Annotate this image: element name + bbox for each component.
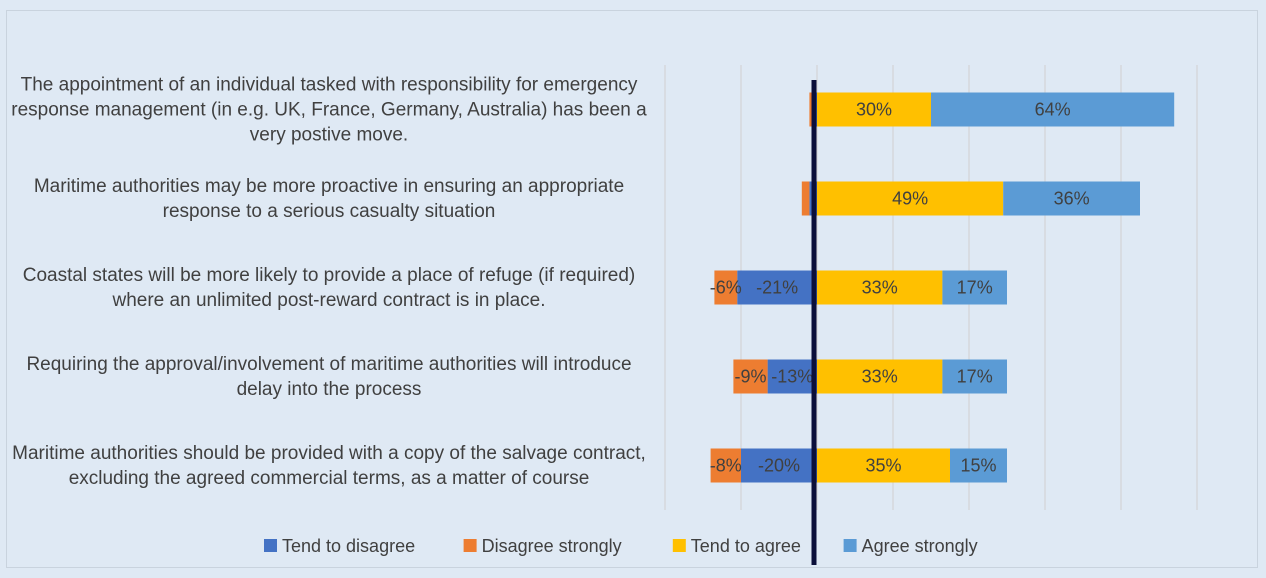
data-label: 30%: [856, 99, 892, 119]
bar-segment: [817, 270, 943, 305]
bar-segment: [950, 448, 1007, 483]
category-label: Requiring the approval/involvement of ma…: [26, 353, 632, 400]
data-label: -21%: [756, 277, 798, 297]
legend-swatch: [264, 539, 277, 552]
bar-segment: [733, 359, 768, 394]
data-label: 15%: [960, 455, 996, 475]
bar-segment: [1003, 181, 1140, 216]
bar-segment: [817, 448, 950, 483]
legend-swatch: [463, 539, 477, 552]
data-label: 36%: [1054, 188, 1090, 208]
chart-frame: [6, 10, 1258, 568]
legend-label: Disagree strongly: [482, 536, 622, 556]
data-label: -8%: [710, 455, 742, 475]
bar-segment: [942, 359, 1007, 394]
category-label: Maritime authorities may be more proacti…: [33, 175, 625, 222]
legend-swatch: [843, 539, 857, 552]
data-label: -6%: [710, 277, 742, 297]
data-label: 35%: [865, 455, 901, 475]
data-label: -13%: [771, 366, 813, 386]
bar-segment: [714, 270, 738, 305]
legend-swatch: [672, 539, 686, 552]
bar-segment: [737, 270, 817, 305]
data-label: 17%: [957, 277, 993, 297]
bar-segment: [817, 181, 1004, 216]
bar-segment: [767, 359, 817, 394]
data-label: -20%: [758, 455, 800, 475]
category-label: Maritime authorities should be provided …: [12, 442, 646, 489]
legend-label: Tend to agree: [691, 536, 801, 556]
bar-segment: [741, 448, 817, 483]
data-label: 49%: [892, 188, 928, 208]
data-label: 17%: [957, 366, 993, 386]
bar-segment: [710, 448, 741, 483]
legend-label: Agree strongly: [862, 536, 978, 556]
data-label: 33%: [862, 277, 898, 297]
data-label: -9%: [734, 366, 766, 386]
category-label: Coastal states will be more likely to pr…: [22, 264, 636, 311]
data-label: 33%: [862, 366, 898, 386]
legend-label: Tend to disagree: [282, 536, 415, 556]
bar-segment: [801, 181, 810, 216]
bar-segment: [817, 359, 943, 394]
data-label: 64%: [1035, 99, 1071, 119]
bar-segment: [817, 92, 931, 127]
bar-segment: [942, 270, 1007, 305]
category-label: The appointment of an individual tasked …: [11, 74, 647, 145]
bar-segment: [809, 92, 814, 127]
bar-segment: [931, 92, 1175, 127]
